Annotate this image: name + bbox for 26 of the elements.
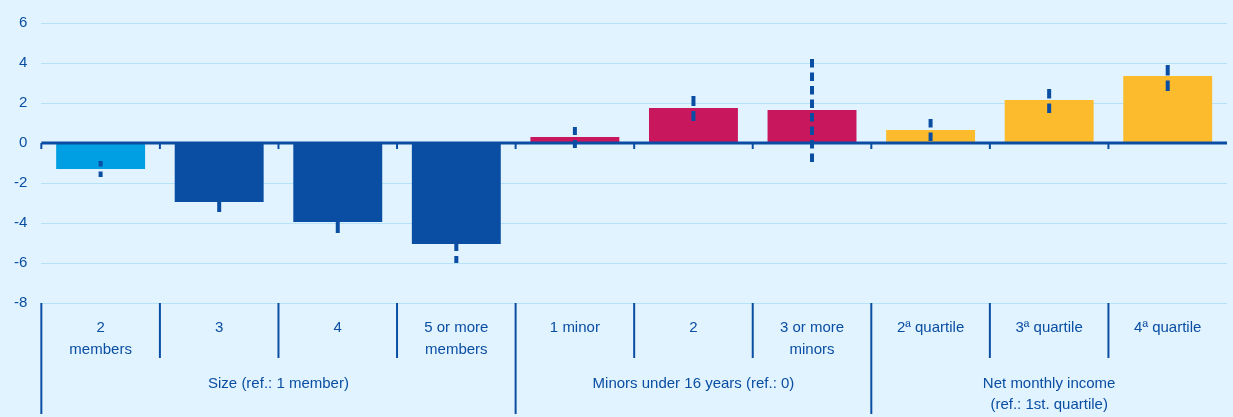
y-tick-label: -2 — [13, 173, 28, 191]
x-tick-label: 3ª quartile — [1015, 318, 1083, 335]
bar — [1004, 100, 1094, 143]
text: Net monthly income (ref.: 1st. quartile) — [982, 374, 1116, 412]
text: Size (ref.: 1 member) — [208, 374, 349, 391]
x-tick-label: 2ª quartile — [896, 318, 965, 335]
bar — [1123, 76, 1213, 143]
x-tick-label: 3 or more minors — [779, 318, 845, 357]
y-tick-label: 2 — [18, 93, 28, 111]
y-tick-label: 6 — [18, 13, 28, 31]
y-tick-label: -8 — [13, 293, 28, 311]
bar — [56, 143, 146, 169]
y-tick-label: 0 — [18, 133, 28, 151]
bar — [767, 110, 857, 143]
x-tick-label: 4 — [333, 318, 342, 335]
y-tick-label: -6 — [13, 253, 28, 271]
x-tick-label: 2 members — [69, 318, 132, 357]
x-tick-label: 5 or more members — [424, 318, 489, 357]
x-tick-label: 3 — [215, 318, 224, 335]
text: Minors under 16 years (ref.: 0) — [592, 374, 795, 391]
x-tick-label: 4ª quartile — [1134, 318, 1202, 335]
x-tick-label: 1 minor — [549, 318, 600, 335]
bar — [648, 108, 738, 143]
y-tick-label: 4 — [18, 53, 28, 71]
y-tick-label: -4 — [13, 213, 28, 231]
x-tick-label: 2 — [689, 318, 698, 335]
